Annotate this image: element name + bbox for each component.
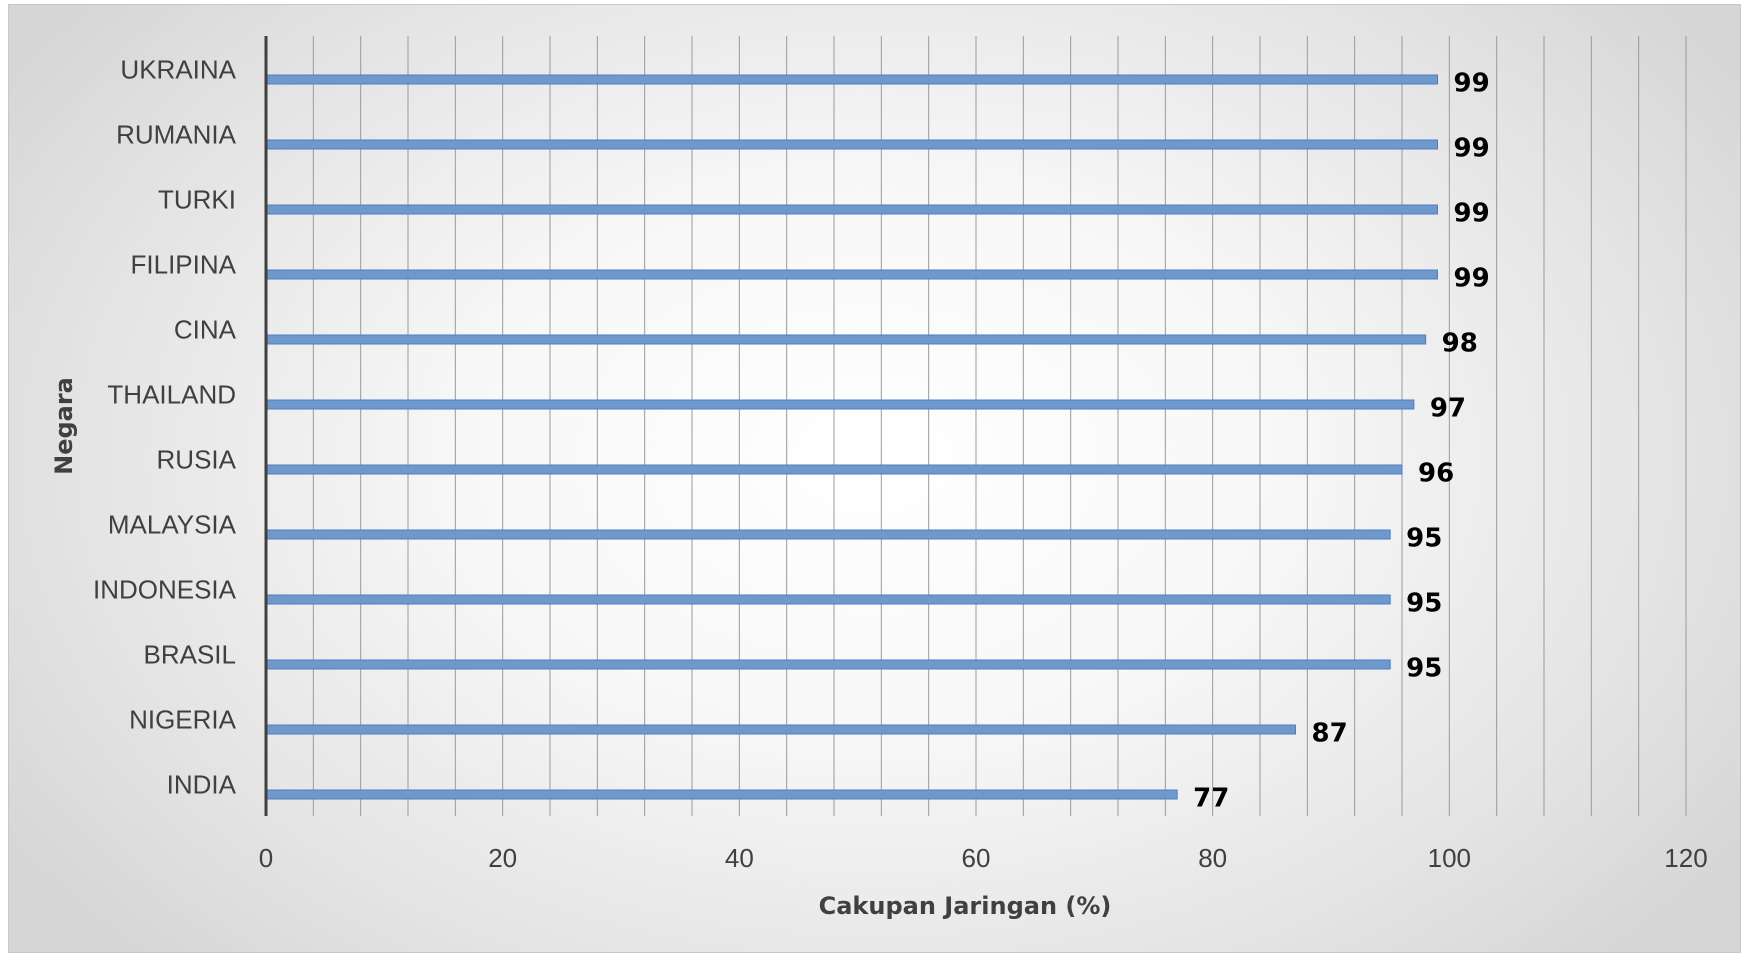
data-label-filipina: 99 <box>1454 264 1490 294</box>
x-tick-label: 60 <box>962 843 991 873</box>
x-tick-label: 120 <box>1664 843 1707 873</box>
x-tick-label: 0 <box>259 843 273 873</box>
category-label-rumania: RUMANIA <box>116 120 237 150</box>
category-label-ukraina: UKRAINA <box>120 55 236 85</box>
category-label-turki: TURKI <box>158 185 236 215</box>
category-label-indonesia: INDONESIA <box>93 575 237 605</box>
x-tick-label: 100 <box>1428 843 1471 873</box>
data-label-rusia: 96 <box>1418 459 1454 489</box>
category-label-malaysia: MALAYSIA <box>108 510 237 540</box>
x-tick-label: 20 <box>488 843 517 873</box>
bar-rusia <box>265 464 1403 475</box>
bar-rumania <box>265 139 1438 150</box>
category-label-thailand: THAILAND <box>107 380 236 410</box>
bar-india <box>265 789 1178 800</box>
data-label-india: 77 <box>1193 784 1229 814</box>
data-label-indonesia: 95 <box>1406 589 1442 619</box>
bar-cina <box>265 334 1427 345</box>
x-tick-label: 40 <box>725 843 754 873</box>
bar-nigeria <box>265 724 1296 735</box>
grid-lines <box>312 36 1687 816</box>
data-label-malaysia: 95 <box>1406 524 1442 554</box>
bar-thailand <box>265 399 1415 410</box>
category-label-brasil: BRASIL <box>144 640 237 670</box>
bar-ukraina <box>265 74 1438 85</box>
data-label-rumania: 99 <box>1454 134 1490 164</box>
x-axis-title: Cakupan Jaringan (%) <box>819 892 1112 920</box>
bars <box>265 74 1438 800</box>
category-labels: INDIA NIGERIA BRASIL INDONESIA MALAYSIA RUSIA… <box>93 55 237 800</box>
data-label-thailand: 97 <box>1430 394 1466 424</box>
bar-indonesia <box>265 594 1391 605</box>
data-labels: 77 87 95 95 95 96 97 98 99 99 99 99 <box>1193 69 1490 814</box>
x-tick-label: 80 <box>1198 843 1227 873</box>
bar-brasil <box>265 659 1391 670</box>
data-label-ukraina: 99 <box>1454 69 1490 99</box>
category-label-rusia: RUSIA <box>157 445 237 475</box>
category-label-nigeria: NIGERIA <box>129 705 237 735</box>
category-label-cina: CINA <box>174 315 237 345</box>
data-label-turki: 99 <box>1454 199 1490 229</box>
data-label-cina: 98 <box>1442 329 1478 359</box>
category-label-filipina: FILIPINA <box>131 250 237 280</box>
data-label-nigeria: 87 <box>1312 719 1348 749</box>
bar-malaysia <box>265 529 1391 540</box>
category-label-india: INDIA <box>167 770 237 800</box>
bar-turki <box>265 204 1438 215</box>
x-tick-labels: 0 20 40 60 80 100 120 <box>259 843 1708 873</box>
data-label-brasil: 95 <box>1406 654 1442 684</box>
y-axis-title: Negara <box>50 377 78 475</box>
bar-filipina <box>265 269 1438 280</box>
